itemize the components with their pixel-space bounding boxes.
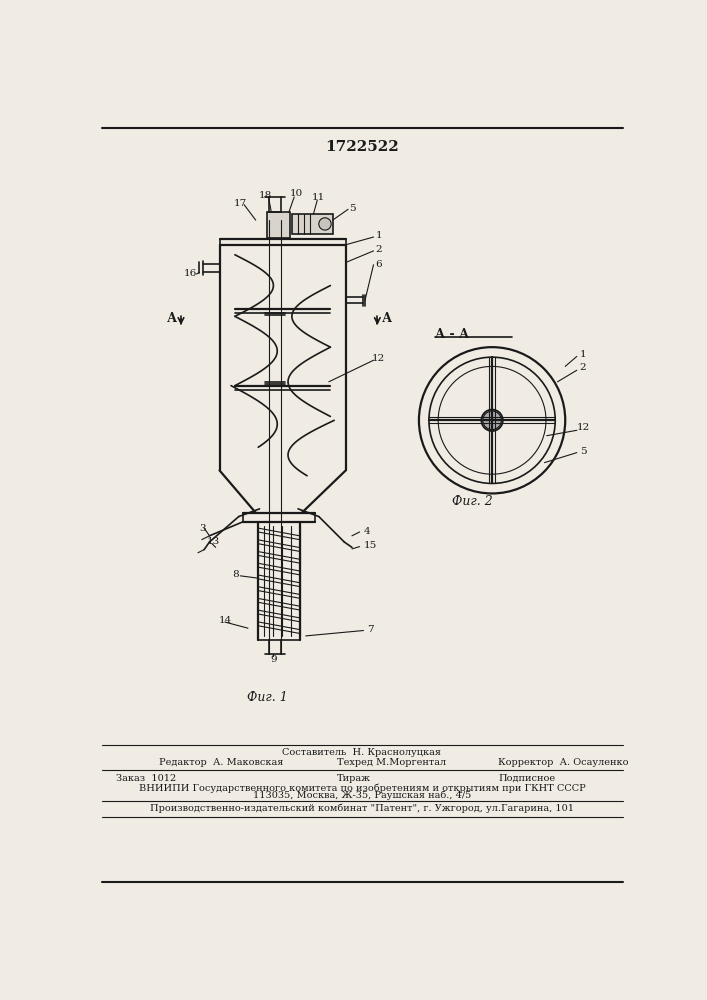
Text: 12: 12	[576, 424, 590, 432]
Bar	[292, 214, 333, 234]
Text: 15: 15	[363, 541, 377, 550]
Text: 113035, Москва, Ж-35, Раушская наб., 4/5: 113035, Москва, Ж-35, Раушская наб., 4/5	[253, 791, 471, 800]
Text: 3: 3	[199, 524, 206, 533]
Text: Подписное: Подписное	[498, 774, 556, 783]
Text: 7: 7	[368, 625, 374, 634]
Text: 1: 1	[375, 231, 382, 240]
Text: 10: 10	[290, 189, 303, 198]
Text: Составитель  Н. Краснолуцкая: Составитель Н. Краснолуцкая	[283, 748, 441, 757]
Circle shape	[483, 411, 501, 430]
Text: 2: 2	[580, 363, 586, 372]
Bar	[267, 212, 291, 238]
Text: Фиг. 1: Фиг. 1	[247, 691, 288, 704]
Text: 16: 16	[184, 269, 197, 278]
Text: Производственно-издательский комбинат "Патент", г. Ужгород, ул.Гагарина, 101: Производственно-издательский комбинат "П…	[150, 804, 574, 813]
Text: 8: 8	[233, 570, 239, 579]
Text: 9: 9	[270, 654, 276, 664]
Text: 4: 4	[363, 527, 370, 536]
Text: Фиг. 2: Фиг. 2	[452, 495, 493, 508]
Text: Редактор  А. Маковская: Редактор А. Маковская	[160, 758, 284, 767]
Text: А: А	[382, 312, 392, 325]
Text: Тираж: Тираж	[337, 774, 370, 783]
Text: Заказ  1012: Заказ 1012	[115, 774, 176, 783]
Text: 13: 13	[207, 537, 221, 546]
Text: 2: 2	[375, 245, 382, 254]
Text: 12: 12	[373, 354, 385, 363]
Text: 18: 18	[259, 191, 272, 200]
Circle shape	[319, 218, 331, 230]
Text: А: А	[167, 312, 177, 325]
Text: 5: 5	[349, 204, 355, 213]
Text: ВНИИПИ Государственного комитета по изобретениям и открытиям при ГКНТ СССР: ВНИИПИ Государственного комитета по изоб…	[139, 784, 585, 793]
Text: 17: 17	[234, 199, 247, 208]
Circle shape	[481, 410, 503, 431]
Text: А - А: А - А	[435, 328, 469, 341]
Text: 11: 11	[312, 192, 325, 202]
Text: 1: 1	[580, 350, 586, 359]
Text: 5: 5	[580, 447, 586, 456]
Text: Корректор  А. Осауленко: Корректор А. Осауленко	[498, 758, 629, 767]
Text: Техред М.Моргентал: Техред М.Моргентал	[337, 758, 445, 767]
Text: 1722522: 1722522	[325, 140, 399, 154]
Text: 14: 14	[218, 616, 232, 625]
Text: 6: 6	[375, 260, 382, 269]
